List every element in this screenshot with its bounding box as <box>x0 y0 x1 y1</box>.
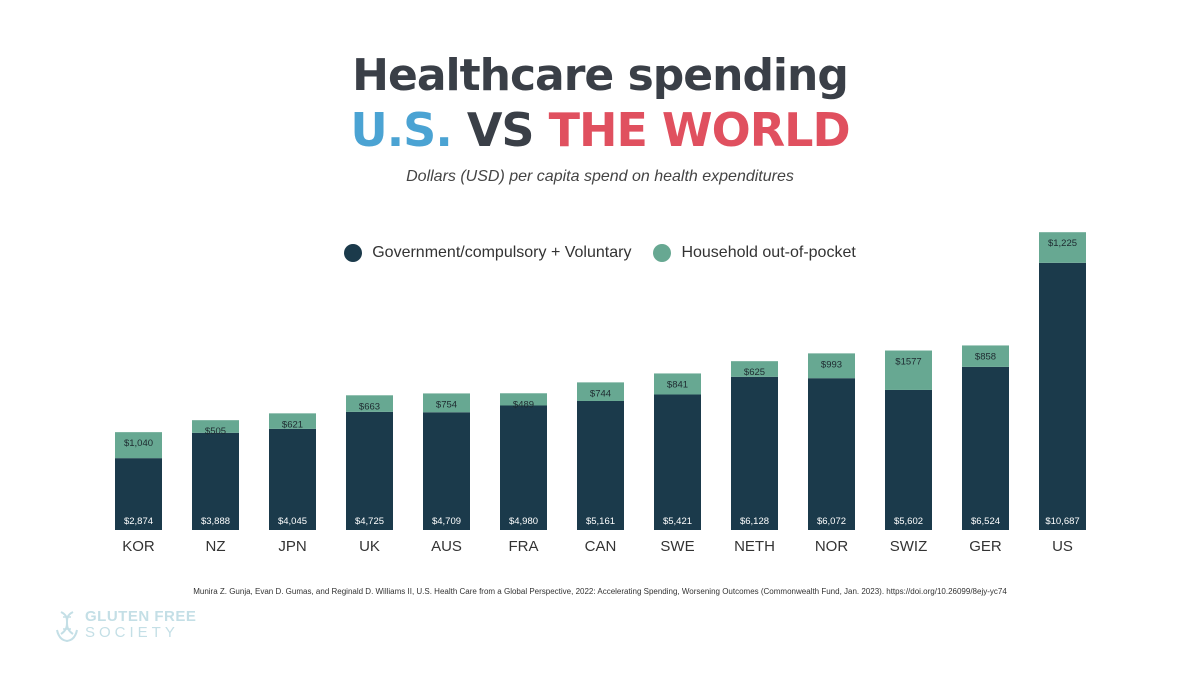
data-label-household-nz: $505 <box>205 426 226 437</box>
legend-label-household: Household out-of-pocket <box>681 244 856 261</box>
bar-household-ger <box>962 345 1009 367</box>
data-label-household-kor: $1,040 <box>124 438 153 449</box>
data-label-government-jpn: $4,045 <box>278 516 307 527</box>
x-tick-label-jpn: JPN <box>278 538 306 555</box>
data-label-government-kor: $2,874 <box>124 516 153 527</box>
brand-logo: GLUTEN FREE SOCIETY <box>55 608 196 642</box>
data-label-household-nor: $993 <box>821 359 842 370</box>
data-label-government-nor: $6,072 <box>817 516 846 527</box>
bar-household-nor <box>808 353 855 379</box>
bar-government-fra <box>500 405 547 530</box>
bar-government-uk <box>346 411 393 530</box>
x-tick-label-kor: KOR <box>122 538 155 555</box>
bar-government-us <box>1039 262 1086 530</box>
chart-title: Healthcare spending <box>352 50 849 101</box>
bar-government-neth <box>731 376 778 530</box>
title-world: THE WORLD <box>548 103 851 157</box>
data-label-household-swiz: $1577 <box>895 357 921 368</box>
x-tick-label-swiz: SWIZ <box>890 538 928 555</box>
x-tick-label-fra: FRA <box>509 538 539 555</box>
logo-line1: GLUTEN FREE <box>85 608 197 625</box>
bar-household-us <box>1039 232 1086 263</box>
x-tick-label-ger: GER <box>969 538 1002 555</box>
title-vs: VS <box>466 103 535 157</box>
data-label-government-aus: $4,709 <box>432 516 461 527</box>
bar-government-ger <box>962 366 1009 530</box>
x-tick-label-uk: UK <box>359 538 380 555</box>
x-tick-label-us: US <box>1052 538 1073 555</box>
title-us: U.S. <box>350 103 452 157</box>
x-tick-label-aus: AUS <box>431 538 462 555</box>
bar-government-nz <box>192 432 239 530</box>
x-tick-label-nz: NZ <box>206 538 226 555</box>
bar-household-swe <box>654 373 701 395</box>
data-label-household-us: $1,225 <box>1048 238 1077 249</box>
legend-item-government: Government/compulsory + Voluntary <box>344 244 631 262</box>
bar-household-fra <box>500 393 547 406</box>
data-label-household-uk: $663 <box>359 401 380 412</box>
bar-government-aus <box>423 412 470 530</box>
source-citation: Munira Z. Gunja, Evan D. Gumas, and Regi… <box>193 587 1007 596</box>
bar-government-nor <box>808 378 855 530</box>
bar-household-can <box>577 382 624 401</box>
bar-household-jpn <box>269 413 316 429</box>
data-label-household-ger: $858 <box>975 351 996 362</box>
bar-household-uk <box>346 395 393 412</box>
data-label-government-us: $10,687 <box>1045 516 1079 527</box>
bar-government-kor <box>115 458 162 530</box>
chart-legend: Government/compulsory + Voluntary Househ… <box>0 244 1200 262</box>
bar-household-neth <box>731 361 778 377</box>
legend-item-household: Household out-of-pocket <box>653 244 856 262</box>
chart-title-line2: U.S. VS THE WORLD <box>0 103 1200 157</box>
data-label-household-aus: $754 <box>436 399 457 410</box>
data-label-government-nz: $3,888 <box>201 516 230 527</box>
bar-household-swiz <box>885 350 932 390</box>
data-label-government-swiz: $5,602 <box>894 516 923 527</box>
data-label-household-swe: $841 <box>667 379 688 390</box>
bar-household-kor <box>115 432 162 459</box>
x-tick-label-swe: SWE <box>660 538 694 555</box>
chart-subtitle: Dollars (USD) per capita spend on health… <box>406 168 794 185</box>
data-label-government-neth: $6,128 <box>740 516 769 527</box>
legend-swatch-household <box>653 244 672 262</box>
bar-government-swe <box>654 394 701 530</box>
logo-line2: SOCIETY <box>85 624 179 641</box>
bar-household-nz <box>192 420 239 433</box>
x-tick-label-can: CAN <box>585 538 617 555</box>
data-label-government-can: $5,161 <box>586 516 615 527</box>
data-label-government-ger: $6,524 <box>971 516 1000 527</box>
x-tick-label-neth: NETH <box>734 538 775 555</box>
bar-government-jpn <box>269 428 316 530</box>
bar-government-swiz <box>885 389 932 530</box>
data-label-government-fra: $4,980 <box>509 516 538 527</box>
data-label-household-neth: $625 <box>744 367 765 378</box>
dna-hand-icon <box>56 611 78 642</box>
data-label-government-uk: $4,725 <box>355 516 384 527</box>
legend-swatch-government <box>344 244 363 262</box>
bar-household-aus <box>423 393 470 413</box>
legend-label-government: Government/compulsory + Voluntary <box>372 244 632 261</box>
x-tick-label-nor: NOR <box>815 538 849 555</box>
data-label-household-fra: $489 <box>513 399 534 410</box>
data-label-household-can: $744 <box>590 388 611 399</box>
data-label-government-swe: $5,421 <box>663 516 692 527</box>
bar-government-can <box>577 400 624 530</box>
data-label-household-jpn: $621 <box>282 419 303 430</box>
